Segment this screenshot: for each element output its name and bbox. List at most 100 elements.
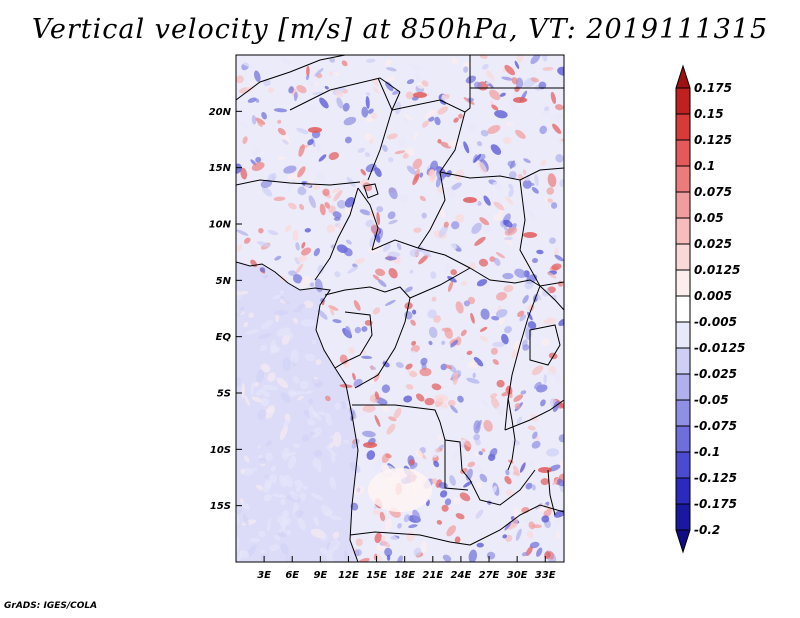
field-cell: [498, 318, 505, 325]
colorbar-label: 0.025: [694, 237, 732, 251]
field-cell: [354, 258, 365, 264]
field-cell: [337, 199, 347, 209]
field-cell: [328, 539, 341, 553]
updraft-streak: [523, 232, 537, 238]
colorbar-label: 0.1: [694, 159, 715, 173]
field-cell: [244, 329, 260, 335]
field-cell: [247, 544, 257, 557]
field-cell: [259, 344, 268, 352]
field-cell: [318, 154, 327, 162]
updraft-streak: [413, 92, 427, 98]
lon-tick-label: 12E: [338, 570, 359, 581]
field-cell: [435, 448, 441, 453]
field-cell: [514, 403, 521, 409]
field-cell: [470, 312, 475, 324]
field-cell: [531, 187, 539, 194]
field-cell: [521, 552, 528, 557]
field-cell: [365, 96, 370, 109]
field-cell: [551, 202, 558, 209]
field-cell: [480, 129, 489, 137]
field-cell: [519, 462, 526, 473]
field-cell: [267, 230, 279, 236]
field-cell: [525, 546, 533, 557]
field-cell: [409, 269, 414, 274]
field-cell: [261, 111, 267, 120]
field-cell: [272, 493, 288, 498]
field-cell: [379, 511, 386, 522]
coastline-west: [236, 261, 359, 562]
updraft-streak: [308, 127, 322, 133]
field-cell: [479, 217, 490, 226]
field-cell: [386, 76, 395, 82]
field-cell: [483, 195, 491, 206]
field-cell: [374, 167, 382, 177]
lon-tick-label: 18E: [394, 570, 415, 581]
field-cell: [285, 554, 293, 562]
field-cell: [439, 490, 448, 498]
field-cell: [384, 299, 396, 306]
field-cell: [384, 59, 392, 66]
field-cell: [381, 404, 390, 413]
field-cell: [536, 249, 544, 255]
colorbar-label: 0.125: [694, 133, 732, 147]
field-cell: [436, 520, 443, 525]
field-cell: [463, 480, 473, 488]
field-cell: [344, 136, 352, 144]
field-cell: [240, 167, 248, 180]
field-cell: [352, 372, 356, 381]
field-cell: [554, 519, 561, 526]
field-cell: [342, 102, 350, 112]
field-cell: [298, 144, 305, 157]
field-cell: [519, 314, 527, 322]
field-cell: [292, 317, 299, 324]
field-cell: [371, 112, 378, 119]
field-cell: [504, 475, 512, 485]
field-cell: [306, 104, 318, 112]
lon-tick-label: 21E: [422, 570, 443, 581]
field-cell: [305, 74, 310, 81]
field-cell: [295, 487, 301, 493]
field-cell: [333, 364, 341, 368]
field-cell: [461, 280, 467, 286]
field-cell: [253, 467, 257, 472]
field-cell: [556, 531, 560, 539]
field-cell: [544, 106, 550, 112]
field-cell: [552, 400, 560, 413]
field-cell: [372, 274, 380, 281]
field-cell: [317, 309, 328, 320]
field-cell: [467, 461, 476, 468]
field-cell: [382, 243, 391, 252]
field-cell: [263, 274, 269, 279]
colorbar-label: 0.05: [694, 211, 724, 225]
field-cell: [312, 458, 322, 470]
field-cell: [282, 139, 289, 145]
lake-chad: [363, 183, 379, 199]
field-cell: [329, 57, 336, 63]
field-cell: [320, 504, 333, 517]
field-cell: [297, 255, 308, 263]
lon-tick-label: 3E: [257, 570, 271, 581]
colorbar-swatch: [676, 66, 690, 88]
field-cell: [540, 399, 546, 407]
field-cell: [397, 523, 402, 529]
field-cell: [503, 285, 514, 293]
field-cell: [471, 361, 478, 369]
field-cell: [505, 469, 510, 476]
field-cell: [513, 465, 520, 477]
field-cell: [362, 405, 376, 413]
field-cell: [502, 534, 508, 539]
field-cell: [542, 66, 554, 71]
border-congo-drc: [354, 297, 411, 389]
field-cell: [238, 550, 250, 559]
field-cell: [546, 187, 555, 195]
field-cell: [343, 116, 357, 126]
field-cell: [482, 224, 492, 233]
field-cell: [413, 72, 421, 83]
field-cell: [505, 122, 514, 127]
border-niger-nigeria: [236, 179, 361, 186]
field-cell: [297, 303, 306, 310]
field-cell: [301, 434, 310, 442]
field-cell: [335, 90, 344, 98]
field-cell: [459, 492, 471, 502]
lat-tick-label: EQ: [216, 332, 232, 343]
